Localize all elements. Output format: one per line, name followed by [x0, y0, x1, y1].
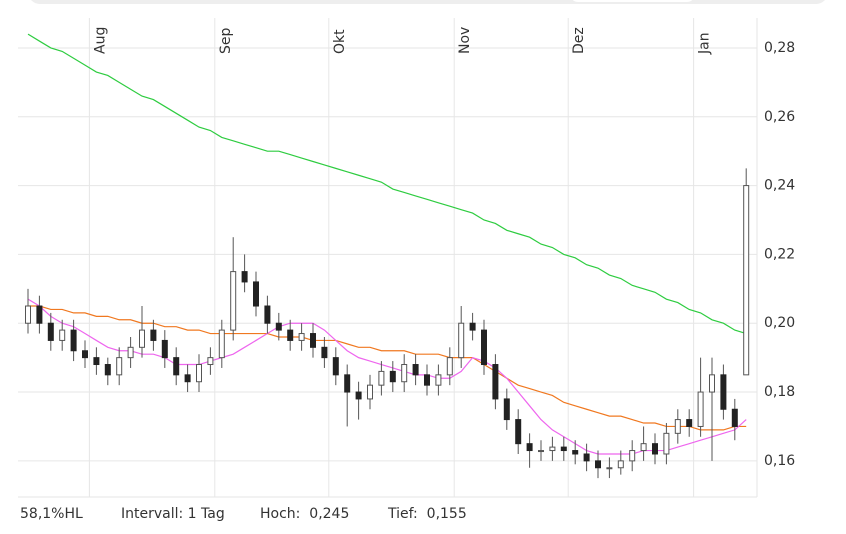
candle-body — [526, 443, 533, 452]
candle-body — [686, 419, 693, 427]
candle-body — [697, 391, 704, 427]
candle-body — [253, 281, 259, 307]
x-tick-label: Okt — [332, 29, 348, 54]
y-tick-label: 0,26 — [764, 109, 795, 125]
candle-body — [424, 374, 430, 386]
footer-low: Tief: 0,155 — [387, 506, 467, 522]
candle-body — [389, 370, 396, 383]
candle-body — [116, 357, 123, 376]
candle-body — [720, 374, 727, 410]
candle-body — [298, 333, 305, 341]
footer-range: 58,1%HL — [20, 506, 83, 522]
candle-body — [709, 374, 715, 393]
candle-body — [458, 322, 465, 359]
moving-average-line — [27, 33, 747, 335]
candle-body — [549, 446, 556, 452]
y-tick-label: 0,22 — [764, 246, 795, 262]
x-tick-label: Aug — [92, 27, 108, 54]
candle-body — [492, 364, 499, 400]
footer-interval: Intervall: 1 Tag — [121, 506, 225, 522]
candle-body — [435, 374, 442, 386]
y-tick-label: 0,28 — [764, 40, 795, 56]
candle-body — [184, 374, 191, 383]
candle-body — [401, 364, 408, 383]
candle-body — [355, 391, 362, 400]
candle-body — [560, 446, 567, 452]
footer-high: Hoch: 0,245 — [260, 506, 349, 522]
candle-body — [595, 460, 601, 469]
candle-body — [104, 364, 111, 376]
candle-body — [731, 408, 738, 427]
candle-body — [446, 357, 453, 376]
candle-body — [367, 384, 373, 400]
y-tick-label: 0,16 — [764, 453, 795, 469]
candle-body — [321, 346, 328, 359]
candle-body — [139, 329, 145, 348]
candle-body — [469, 322, 476, 331]
candle-body — [275, 322, 282, 331]
candle-body — [196, 364, 202, 383]
candle-body — [538, 450, 544, 453]
candle-body — [640, 443, 647, 452]
candle-body — [36, 305, 43, 324]
candle-body — [47, 322, 54, 341]
candle-body — [173, 357, 180, 376]
candle-body — [629, 450, 636, 462]
moving-average-line — [28, 305, 747, 431]
candle-body — [652, 443, 658, 455]
candle-body — [287, 329, 294, 341]
candle-body — [59, 329, 66, 341]
candle-body — [481, 329, 487, 366]
candle-body — [572, 450, 579, 455]
candle-body — [310, 333, 316, 348]
y-tick-label: 0,20 — [764, 315, 795, 331]
x-tick-label: Dez — [571, 27, 587, 54]
candle-body — [93, 357, 100, 366]
top-bar-field — [572, 0, 693, 2]
y-tick-label: 0,18 — [764, 384, 795, 400]
y-tick-label: 0,24 — [764, 178, 795, 194]
candle-body — [412, 364, 419, 376]
candle-body — [378, 370, 385, 386]
x-tick-label: Jan — [697, 32, 713, 55]
candle-body — [161, 339, 168, 359]
candle-body — [583, 453, 590, 462]
candle-body — [25, 305, 31, 324]
moving-average-line — [27, 298, 747, 455]
x-tick-label: Nov — [457, 27, 473, 54]
candle-body — [617, 460, 624, 469]
candle-body — [218, 329, 225, 359]
candle-body — [344, 374, 351, 393]
candle-body — [503, 398, 510, 421]
candle-body — [127, 346, 134, 359]
top-bar — [31, 0, 825, 4]
candle-body — [606, 467, 613, 470]
candle-body — [70, 329, 77, 352]
candle-body — [332, 357, 339, 376]
candle-body — [663, 432, 670, 455]
candle-body — [230, 271, 237, 331]
candle-body — [743, 185, 750, 376]
x-tick-label: Sep — [218, 28, 234, 55]
candle-body — [674, 419, 681, 434]
candle-body — [82, 350, 88, 359]
candle-body — [515, 419, 522, 445]
candle-body — [207, 357, 214, 366]
candle-body — [264, 305, 271, 324]
candle-body — [150, 329, 157, 341]
candle-body — [241, 271, 248, 283]
